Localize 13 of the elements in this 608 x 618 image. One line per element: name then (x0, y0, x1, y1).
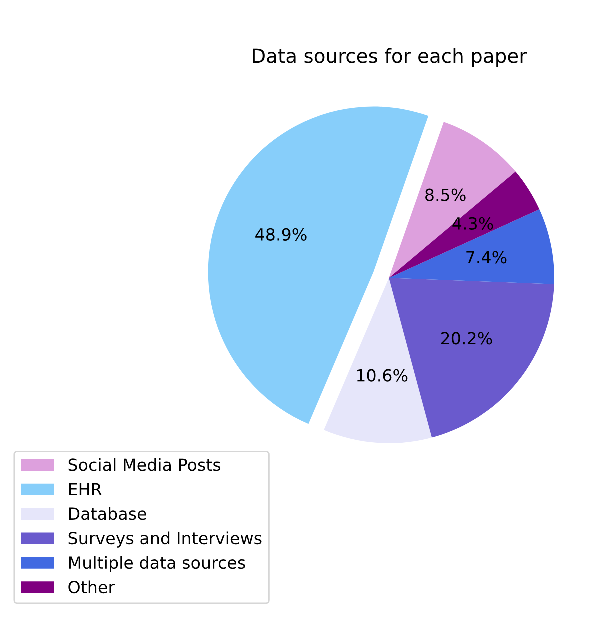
data-label: 7.4% (466, 251, 507, 264)
data-label: 8.5% (426, 188, 466, 202)
data-label: 20.2% (441, 332, 492, 345)
legend-label: Social Media Posts (68, 458, 221, 472)
data-label: 10.6% (357, 369, 408, 382)
legend-label: Other (68, 580, 116, 594)
chart-title: Data sources for each paper (253, 48, 528, 68)
legend-label: Surveys and Interviews (68, 532, 262, 548)
legend-label: EHR (69, 483, 102, 496)
legend-label: Database (69, 507, 146, 520)
data-label: 4.3% (452, 217, 494, 230)
data-label: 48.9% (256, 228, 307, 241)
legend-label: Multiple data sources (69, 556, 246, 572)
